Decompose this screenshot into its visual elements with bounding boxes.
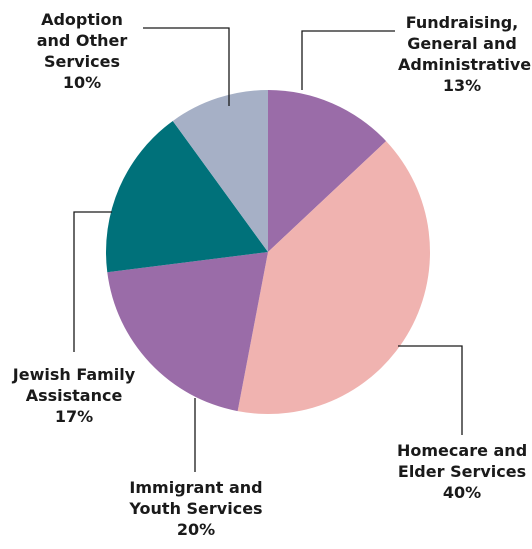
label-jewish-family: Jewish Family Assistance 17% — [6, 364, 142, 427]
slice-jewish-family — [106, 120, 268, 273]
leader-adoption — [143, 27, 230, 106]
leader-fundraising — [301, 30, 395, 90]
label-fundraising: Fundraising, General and Administrative … — [398, 12, 532, 96]
label-fundraising-line-2: General and — [407, 34, 517, 53]
label-fundraising-line-3: Administrative — [398, 55, 532, 74]
label-adoption: Adoption and Other Services 10% — [30, 9, 134, 93]
label-immigrant-line-2: Youth Services — [129, 499, 263, 518]
label-jewish-family-line-1: Jewish Family — [12, 365, 136, 384]
slice-fundraising — [268, 90, 387, 252]
label-fundraising-line-1: Fundraising, — [405, 13, 519, 32]
label-jewish-family-pct: 17% — [54, 407, 94, 426]
label-adoption-line-2: and Other — [36, 31, 128, 50]
label-immigrant-line-1: Immigrant and — [129, 478, 263, 497]
slice-homecare — [237, 141, 431, 415]
leader-homecare — [398, 345, 463, 435]
label-homecare-pct: 40% — [442, 483, 482, 502]
slice-immigrant — [107, 252, 268, 412]
label-adoption-pct: 10% — [62, 73, 102, 92]
label-immigrant-pct: 20% — [176, 520, 216, 539]
label-jewish-family-line-2: Assistance — [25, 386, 123, 405]
label-homecare-line-1: Homecare and — [397, 441, 528, 460]
slice-adoption — [172, 90, 268, 252]
label-immigrant: Immigrant and Youth Services 20% — [126, 477, 266, 540]
label-fundraising-pct: 13% — [442, 76, 482, 95]
leader-jewish-family — [73, 211, 112, 352]
label-adoption-line-3: Services — [43, 52, 121, 71]
label-homecare: Homecare and Elder Services 40% — [397, 440, 527, 503]
label-adoption-line-1: Adoption — [41, 10, 123, 29]
label-homecare-line-2: Elder Services — [397, 462, 527, 481]
